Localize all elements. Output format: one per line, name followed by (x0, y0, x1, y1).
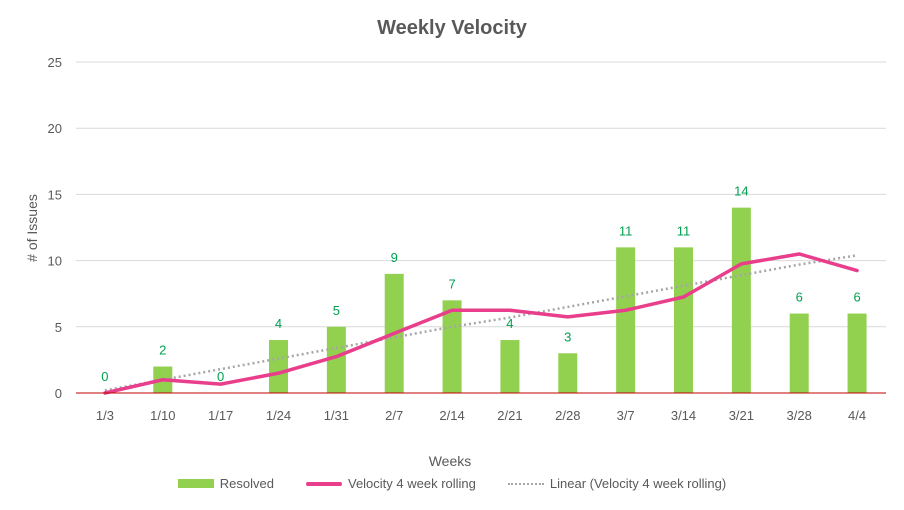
x-tick-label: 2/14 (439, 408, 464, 423)
data-label: 4 (275, 316, 282, 331)
bar (789, 313, 809, 393)
bar (616, 247, 636, 393)
data-label: 6 (853, 290, 860, 305)
bar (847, 313, 867, 393)
legend-item-resolved[interactable]: Resolved (177, 476, 274, 491)
data-label: 0 (101, 369, 108, 384)
data-label: 2 (159, 343, 166, 358)
bar (326, 326, 346, 393)
legend-label: Velocity 4 week rolling (347, 476, 476, 491)
data-label: 4 (506, 316, 513, 331)
x-tick-label: 3/7 (617, 408, 635, 423)
y-axis-ticks: 0 5 10 15 20 25 (48, 55, 62, 401)
x-tick-label: 2/28 (555, 408, 580, 423)
legend-swatch-dotted (507, 482, 544, 485)
y-tick-label: 5 (55, 320, 62, 335)
legend-label: Resolved (219, 476, 274, 491)
x-tick-label: 1/17 (208, 408, 233, 423)
data-label: 5 (333, 303, 340, 318)
legend: Resolved Velocity 4 week rolling Linear … (0, 476, 904, 491)
y-tick-label: 0 (55, 386, 62, 401)
x-tick-label: 1/31 (324, 408, 349, 423)
legend-item-linear[interactable]: Linear (Velocity 4 week rolling) (507, 476, 727, 491)
y-tick-label: 25 (48, 55, 62, 70)
trendline (104, 254, 858, 392)
data-label: 0 (217, 369, 224, 384)
resolved-bars (153, 207, 867, 393)
y-tick-label: 15 (48, 187, 62, 202)
y-axis-title: # of Issues (24, 194, 40, 262)
x-tick-label: 2/7 (385, 408, 403, 423)
x-tick-label: 3/21 (729, 408, 754, 423)
data-label: 9 (391, 250, 398, 265)
x-axis-title: Weeks (429, 453, 472, 469)
bar (269, 340, 288, 393)
x-axis-ticks: 1/3 1/10 1/17 1/24 1/31 2/7 2/14 2/21 2/28 3/7 3/1… (96, 408, 866, 423)
x-tick-label: 1/10 (150, 408, 175, 423)
x-tick-label: 1/3 (96, 408, 114, 423)
bar (674, 247, 693, 393)
bar (442, 300, 462, 393)
data-label: 11 (619, 223, 633, 238)
legend-swatch-line (305, 481, 342, 486)
data-label: 11 (677, 223, 691, 238)
x-tick-label: 3/14 (671, 408, 696, 423)
rolling-line (103, 252, 859, 395)
data-label: 3 (564, 329, 571, 344)
x-tick-label: 4/4 (848, 408, 866, 423)
gridlines (76, 61, 886, 328)
data-labels: 0 2 0 4 5 9 7 4 3 11 11 14 6 6 (101, 184, 860, 384)
y-tick-label: 20 (48, 121, 62, 136)
data-label: 7 (448, 276, 455, 291)
legend-swatch-bar (177, 479, 214, 488)
trendline-path (104, 254, 858, 392)
rolling-line-path (103, 252, 859, 395)
chart-title: Weekly Velocity (377, 17, 528, 39)
bar (500, 340, 520, 393)
x-tick-label: 3/28 (787, 408, 812, 423)
legend-item-velocity[interactable]: Velocity 4 week rolling (305, 476, 476, 491)
data-label: 14 (734, 184, 748, 199)
legend-label: Linear (Velocity 4 week rolling) (549, 476, 727, 491)
data-label: 6 (796, 290, 803, 305)
x-tick-label: 2/21 (497, 408, 522, 423)
bar (558, 353, 578, 393)
x-tick-label: 1/24 (266, 408, 291, 423)
y-tick-label: 10 (48, 254, 62, 269)
bar (731, 207, 751, 393)
